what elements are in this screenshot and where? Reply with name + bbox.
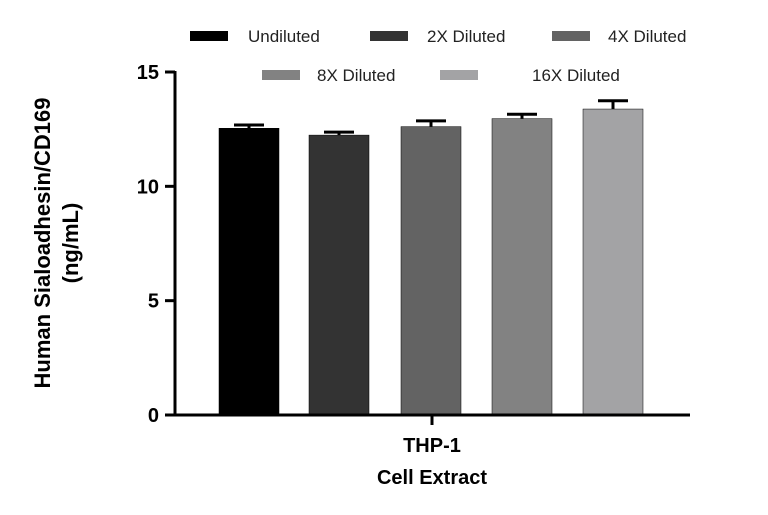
x-axis <box>175 413 690 425</box>
y-tick-label: 15 <box>137 62 159 84</box>
legend-swatch <box>370 31 408 41</box>
legend-label: 4X Diluted <box>608 27 686 46</box>
bar-16x-diluted <box>582 108 644 416</box>
y-axis-label-line2: (ng/mL) <box>58 203 83 284</box>
x-axis-label-line1: THP-1 <box>403 435 461 457</box>
legend-label: 16X Diluted <box>532 66 620 85</box>
x-axis-label-line2: Cell Extract <box>377 467 487 489</box>
y-axis: 0 5 10 15 <box>137 62 177 427</box>
bar-8x-diluted <box>491 118 553 416</box>
bar-undiluted <box>218 128 280 416</box>
bar-2x-diluted <box>308 134 370 416</box>
legend-swatch <box>262 70 300 80</box>
legend-label: 2X Diluted <box>427 27 505 46</box>
y-axis-label-line1: Human Sialoadhesin/CD169 <box>30 98 55 389</box>
bars <box>218 99 644 416</box>
y-tick-label: 10 <box>137 176 159 198</box>
bar-4x-diluted <box>400 126 462 416</box>
legend-label: 8X Diluted <box>317 66 395 85</box>
legend-label: Undiluted <box>248 27 320 46</box>
legend-swatch <box>552 31 590 41</box>
legend: Undiluted 2X Diluted 4X Diluted 8X Diluted 1… <box>190 27 686 85</box>
y-tick-label: 0 <box>148 405 159 427</box>
legend-swatch <box>190 31 228 41</box>
y-tick-label: 5 <box>148 291 159 313</box>
legend-swatch <box>440 70 478 80</box>
